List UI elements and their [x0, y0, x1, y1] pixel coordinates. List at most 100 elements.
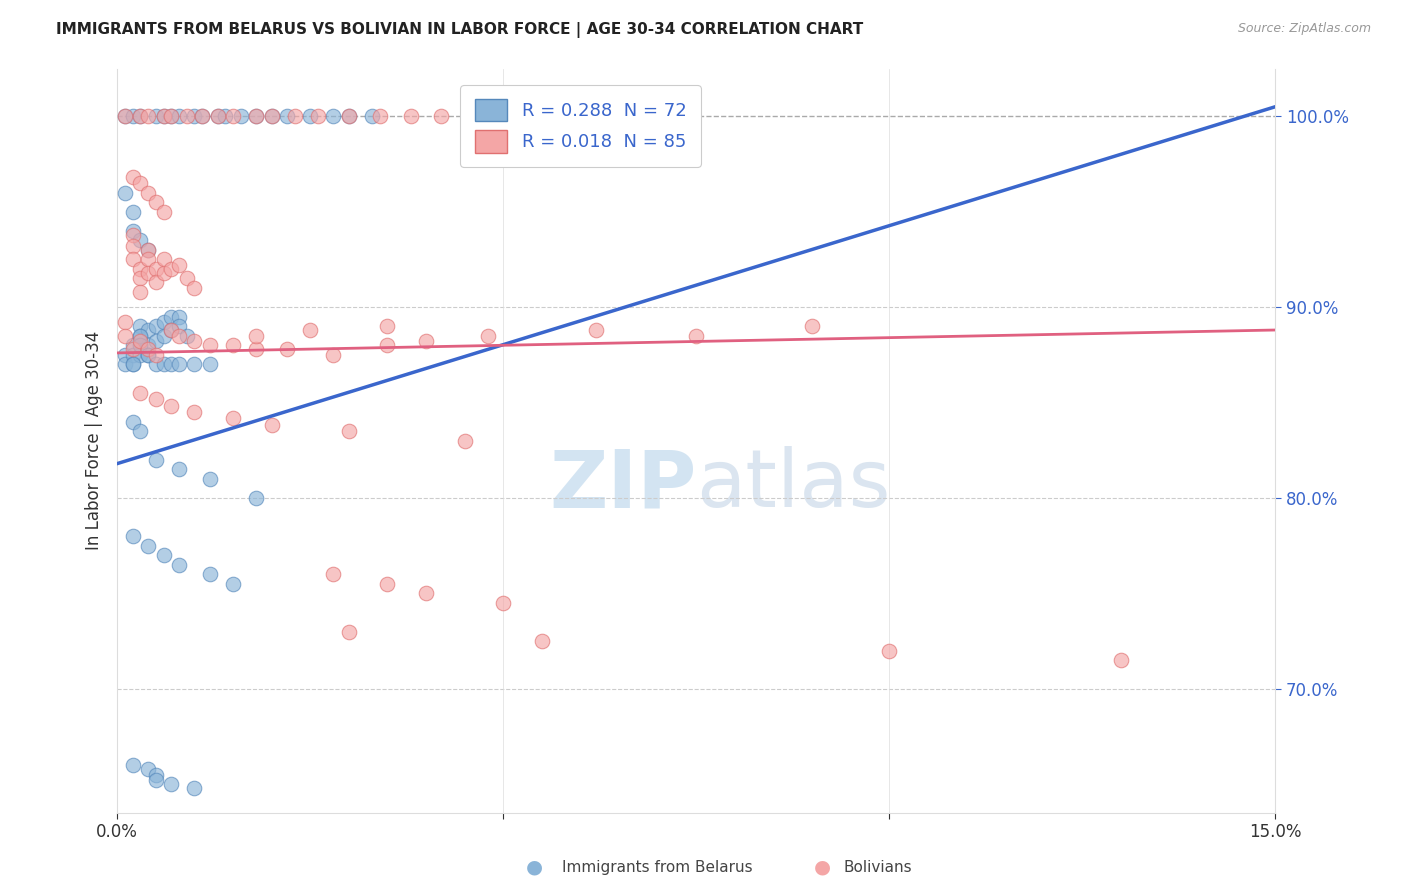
Point	[229, 109, 252, 123]
Point	[160, 777, 183, 791]
Point	[307, 109, 329, 123]
Point	[114, 109, 136, 123]
Point	[114, 348, 136, 362]
Point	[121, 758, 143, 772]
Point	[121, 252, 143, 267]
Point	[145, 348, 167, 362]
Point	[129, 271, 152, 285]
Point	[121, 342, 143, 356]
Point	[415, 334, 437, 349]
Point	[121, 348, 143, 362]
Point	[121, 227, 143, 242]
Point	[183, 357, 205, 371]
Point	[377, 319, 399, 334]
Point	[167, 109, 190, 123]
Point	[530, 109, 553, 123]
Point	[191, 109, 214, 123]
Point	[145, 773, 167, 788]
Text: ●: ●	[814, 857, 831, 877]
Point	[430, 109, 453, 123]
Point	[260, 418, 283, 433]
Point	[879, 643, 901, 657]
Point	[152, 109, 174, 123]
Point	[222, 338, 245, 352]
Point	[121, 109, 143, 123]
Point	[167, 462, 190, 476]
Point	[152, 252, 174, 267]
Point	[152, 204, 174, 219]
Point	[129, 261, 152, 276]
Point	[453, 434, 475, 448]
Point	[121, 204, 143, 219]
Point	[399, 109, 422, 123]
Point	[214, 109, 236, 123]
Text: Bolivians: Bolivians	[844, 860, 912, 874]
Point	[377, 577, 399, 591]
Point	[145, 357, 167, 371]
Point	[129, 233, 152, 247]
Point	[492, 596, 515, 610]
Text: atlas: atlas	[696, 446, 890, 524]
Point	[136, 348, 159, 362]
Point	[183, 281, 205, 295]
Point	[114, 315, 136, 329]
Point	[160, 357, 183, 371]
Point	[322, 567, 344, 582]
Point	[121, 357, 143, 371]
Point	[152, 548, 174, 562]
Point	[145, 109, 167, 123]
Point	[167, 328, 190, 343]
Point	[801, 319, 824, 334]
Point	[129, 328, 152, 343]
Point	[477, 109, 499, 123]
Point	[145, 392, 167, 406]
Legend: R = 0.288  N = 72, R = 0.018  N = 85: R = 0.288 N = 72, R = 0.018 N = 85	[460, 85, 700, 167]
Point	[145, 452, 167, 467]
Text: Immigrants from Belarus: Immigrants from Belarus	[562, 860, 754, 874]
Point	[136, 186, 159, 200]
Point	[114, 109, 136, 123]
Point	[145, 334, 167, 349]
Point	[245, 328, 267, 343]
Point	[160, 261, 183, 276]
Point	[129, 424, 152, 438]
Point	[152, 315, 174, 329]
Point	[114, 357, 136, 371]
Point	[136, 243, 159, 257]
Point	[167, 310, 190, 324]
Point	[198, 338, 221, 352]
Point	[198, 357, 221, 371]
Point	[245, 109, 267, 123]
Text: ●: ●	[526, 857, 543, 877]
Point	[276, 342, 298, 356]
Point	[136, 323, 159, 337]
Point	[121, 239, 143, 253]
Point	[361, 109, 384, 123]
Point	[167, 357, 190, 371]
Point	[136, 252, 159, 267]
Point	[415, 586, 437, 600]
Point	[685, 328, 707, 343]
Point	[145, 195, 167, 210]
Point	[160, 310, 183, 324]
Text: ZIP: ZIP	[550, 446, 696, 524]
Point	[129, 109, 152, 123]
Point	[337, 109, 360, 123]
Point	[160, 323, 183, 337]
Point	[368, 109, 391, 123]
Point	[121, 357, 143, 371]
Point	[176, 271, 198, 285]
Point	[160, 109, 183, 123]
Point	[145, 261, 167, 276]
Point	[477, 328, 499, 343]
Point	[121, 415, 143, 429]
Point	[260, 109, 283, 123]
Point	[136, 762, 159, 776]
Point	[260, 109, 283, 123]
Point	[245, 342, 267, 356]
Point	[191, 109, 214, 123]
Point	[145, 768, 167, 782]
Point	[136, 109, 159, 123]
Point	[245, 109, 267, 123]
Point	[322, 109, 344, 123]
